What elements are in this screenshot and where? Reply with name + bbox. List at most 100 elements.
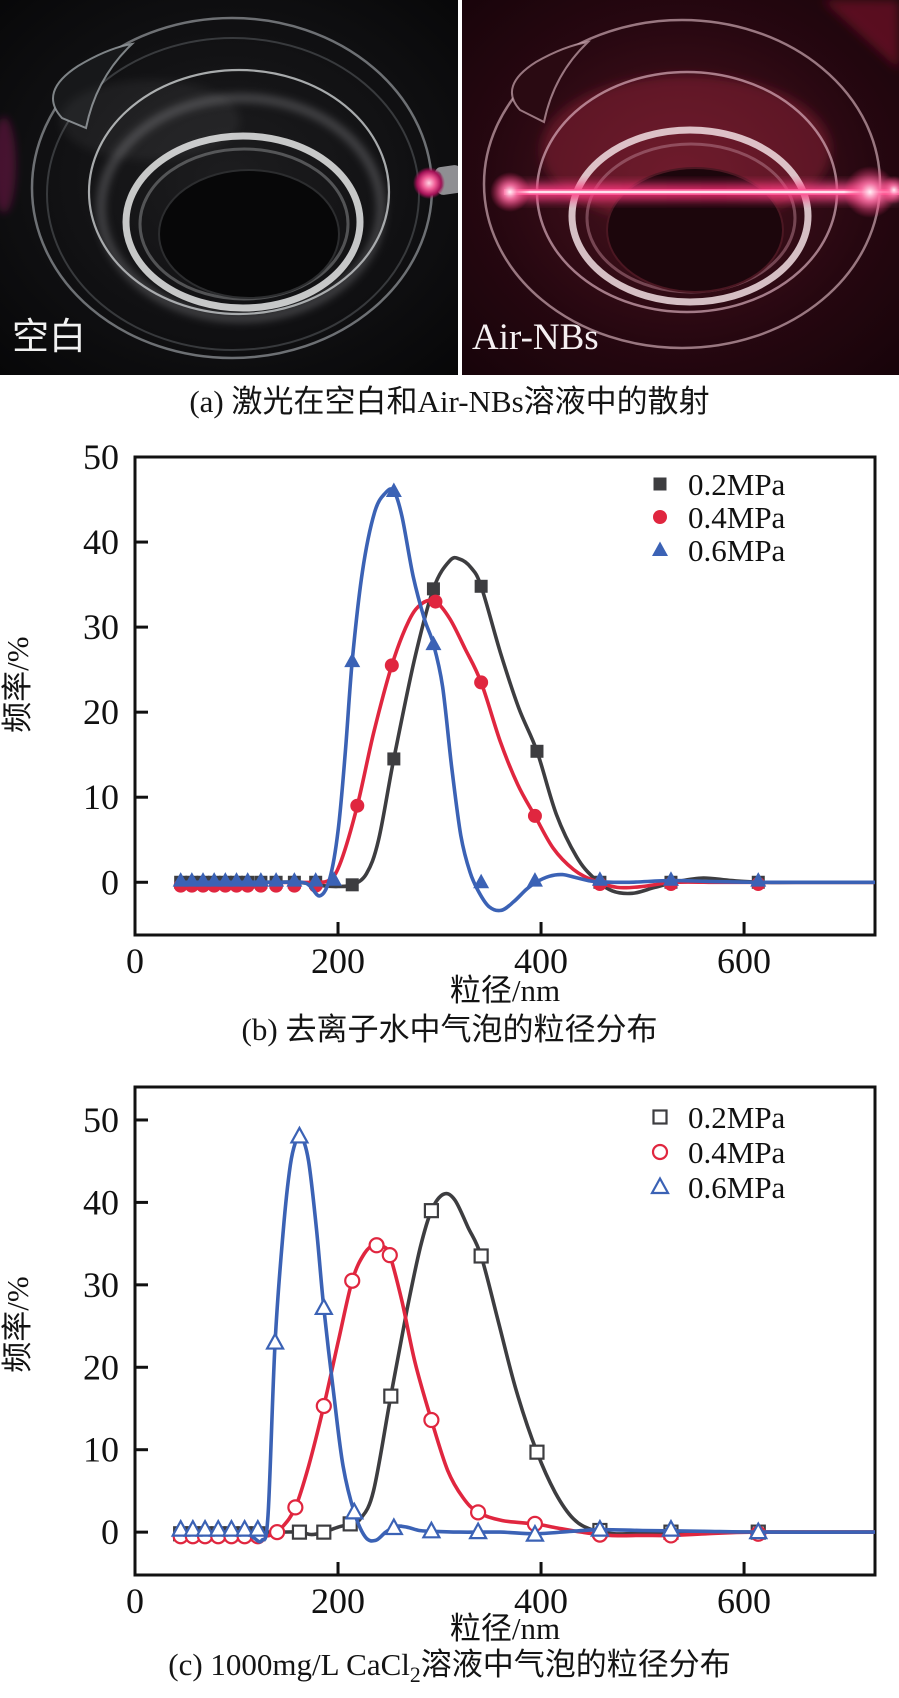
y-axis-title: 频率/% <box>0 636 35 732</box>
data-marker-0.6MPa <box>239 871 256 887</box>
data-marker-0.2MPa <box>387 752 401 766</box>
x-tick-label: 600 <box>717 1581 771 1621</box>
series-curve-0.6MPa <box>178 486 875 913</box>
caption-c-suffix: 溶液中气泡的粒径分布 <box>420 1646 731 1682</box>
data-marker-0.6MPa <box>286 871 303 887</box>
y-tick-label: 0 <box>101 1512 119 1552</box>
data-marker-0.6MPa <box>425 635 442 650</box>
data-marker-0.6MPa <box>526 871 543 887</box>
data-marker-0.2MPa <box>529 1444 545 1460</box>
beaker-bright-ring <box>122 132 364 312</box>
data-marker-0.2MPa <box>530 744 544 758</box>
legend-marker-0.4MPa <box>651 1143 669 1160</box>
data-marker-0.6MPa <box>421 1520 442 1539</box>
beaker-water-ring-soft <box>96 93 386 323</box>
legend-marker-0.6MPa <box>652 541 668 556</box>
data-marker-0.6MPa <box>252 871 269 887</box>
data-marker-0.6MPa <box>750 871 767 887</box>
series-curve-0.4MPa <box>178 598 875 890</box>
data-marker-0.4MPa <box>527 808 542 823</box>
photo-airnbs-beaker: Air-NBs <box>462 0 899 375</box>
data-marker-0.6MPa <box>590 1518 610 1537</box>
laser-pointer-device <box>413 165 458 199</box>
photo-blank-label: 空白 <box>12 316 86 358</box>
data-marker-0.6MPa <box>195 1518 215 1537</box>
corner-red-streak <box>822 0 899 70</box>
series-0.6MPa <box>170 1125 875 1544</box>
caption-b: (b) 去离子水中气泡的粒径分布 <box>241 1011 658 1047</box>
plot-frame <box>133 1085 877 1577</box>
legend-label-0.4MPa: 0.4MPa <box>688 1135 786 1170</box>
y-tick-label: 20 <box>83 692 119 732</box>
beaker-bright-ring-inner <box>138 147 350 301</box>
y-tick-label: 40 <box>83 1182 119 1222</box>
data-marker-0.4MPa <box>344 1272 361 1289</box>
data-marker-0.6MPa <box>206 871 223 887</box>
caption-c-subscript: 2 <box>409 1662 421 1687</box>
legend-label-0.6MPa: 0.6MPa <box>688 533 786 568</box>
data-marker-0.6MPa <box>195 871 212 887</box>
data-marker-0.4MPa <box>384 658 399 673</box>
legend-marker-0.6MPa <box>650 1175 670 1194</box>
data-marker-0.4MPa <box>474 675 489 690</box>
plot-frame <box>133 455 877 937</box>
data-marker-0.6MPa <box>385 482 402 497</box>
data-marker-0.2MPa <box>345 878 359 892</box>
data-marker-0.4MPa <box>428 594 443 609</box>
y-tick-label: 30 <box>83 607 119 647</box>
caption-c-prefix: (c) 1000mg/L CaCl <box>168 1646 410 1682</box>
data-marker-0.6MPa <box>344 652 361 667</box>
photo-airnbs-label: Air-NBs <box>472 317 599 358</box>
y-tick-label: 0 <box>101 862 119 902</box>
data-marker-0.6MPa <box>228 871 245 887</box>
y-tick-label: 40 <box>83 522 119 562</box>
data-marker-0.2MPa <box>473 1248 489 1264</box>
data-marker-0.6MPa <box>591 871 608 886</box>
legend-label-0.2MPa: 0.2MPa <box>688 1100 786 1135</box>
legend-label-0.2MPa: 0.2MPa <box>688 467 786 502</box>
x-tick-label: 400 <box>514 1581 568 1621</box>
legend-marker-0.4MPa <box>653 509 667 524</box>
data-marker-0.6MPa <box>217 871 234 887</box>
data-marker-0.4MPa <box>269 1523 286 1540</box>
y-axis-title: 频率/% <box>0 1276 35 1372</box>
y-tick-label: 10 <box>83 777 119 817</box>
x-tick-label: 200 <box>311 1581 365 1621</box>
data-marker-0.6MPa <box>289 1125 310 1144</box>
data-marker-0.6MPa <box>662 871 679 886</box>
data-marker-0.6MPa <box>170 1518 191 1537</box>
x-tick-label: 0 <box>126 1581 144 1621</box>
data-marker-0.6MPa <box>525 1523 545 1542</box>
beaker-dark-center <box>158 169 340 299</box>
panel-a-photos: 空白 <box>0 0 899 375</box>
chart-b: 0 10 20 30 40 50 0 200 400 600 粒径/nm 频率/% 0.2MPa0.4M… <box>0 437 877 1007</box>
data-marker-0.6MPa <box>234 1518 255 1537</box>
magenta-smudge <box>0 117 16 213</box>
series-curve-0.6MPa <box>178 1132 875 1544</box>
data-marker-0.6MPa <box>661 1518 681 1537</box>
data-marker-0.2MPa <box>426 582 440 596</box>
y-tick-label: 50 <box>83 437 119 477</box>
data-marker-0.4MPa <box>368 1236 385 1254</box>
data-marker-0.6MPa <box>468 1521 488 1539</box>
x-tick-label: 200 <box>311 941 365 981</box>
data-marker-0.4MPa <box>350 798 365 813</box>
legend-label-0.6MPa: 0.6MPa <box>688 1170 786 1205</box>
data-marker-0.4MPa <box>470 1503 487 1521</box>
data-marker-0.6MPa <box>268 871 285 887</box>
data-marker-0.6MPa <box>221 1518 242 1537</box>
data-marker-0.6MPa <box>208 1518 229 1537</box>
data-marker-0.4MPa <box>423 1411 440 1428</box>
photo-blank-beaker: 空白 <box>0 0 458 375</box>
laser-beam <box>490 166 899 218</box>
y-tick-label: 30 <box>83 1265 119 1305</box>
chart-c: 0 10 20 30 40 50 0 200 400 600 粒径/nm 频率/% 0.2MPa0.4M… <box>0 1085 877 1642</box>
x-tick-label: 400 <box>514 941 568 981</box>
data-marker-0.6MPa <box>307 871 324 887</box>
y-tick-label: 10 <box>83 1429 119 1469</box>
legend-label-0.4MPa: 0.4MPa <box>688 500 786 535</box>
data-marker-0.6MPa <box>172 871 189 887</box>
data-marker-0.4MPa <box>315 1397 332 1414</box>
x-axis-title: 粒径/nm <box>450 1611 560 1642</box>
